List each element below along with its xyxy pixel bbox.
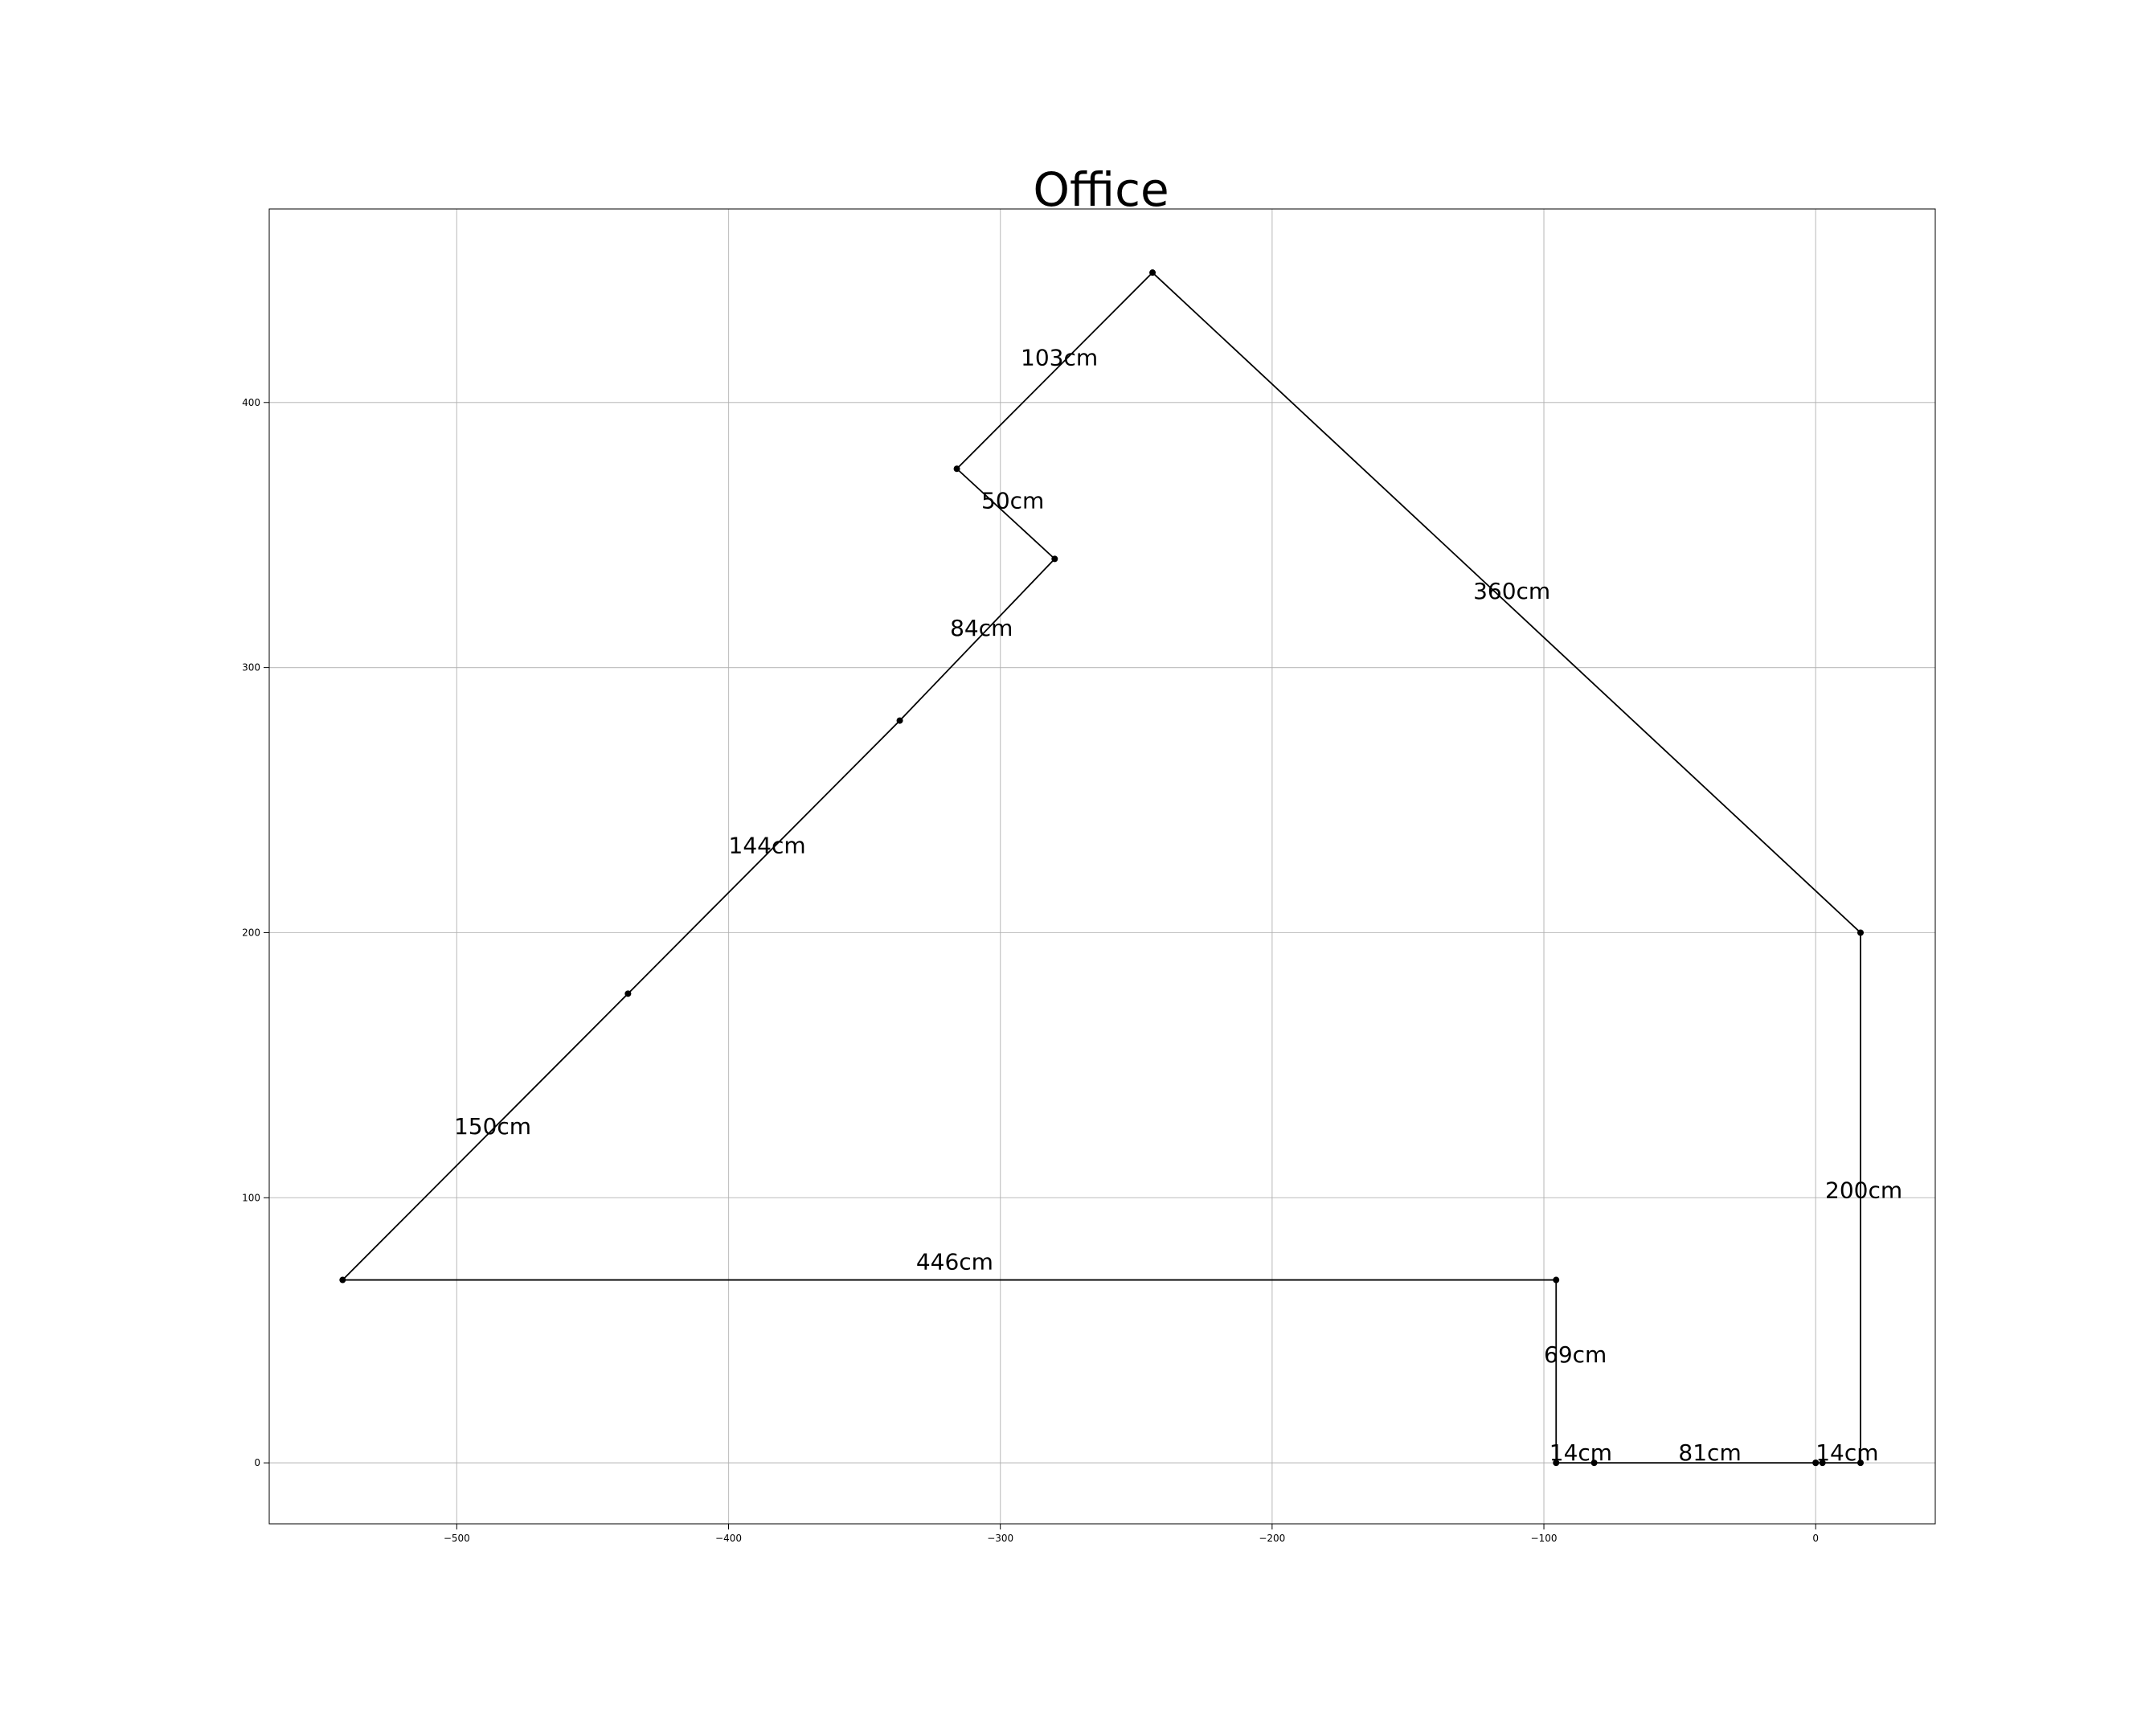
x-tick-label: −100 bbox=[1531, 1533, 1558, 1544]
vertex-point bbox=[1819, 1460, 1826, 1467]
segment-length-label: 14cm bbox=[1816, 1439, 1878, 1466]
y-tick-label: 400 bbox=[242, 397, 260, 408]
wall-segment bbox=[1152, 272, 1861, 934]
x-tick-label: 0 bbox=[1812, 1533, 1819, 1544]
y-tick-label: 0 bbox=[254, 1457, 260, 1468]
vertex-point bbox=[896, 717, 903, 724]
vertex-point bbox=[1149, 269, 1156, 276]
grid-lines bbox=[269, 209, 1935, 1524]
room-vertices bbox=[339, 269, 1865, 1467]
vertex-point bbox=[1812, 1460, 1820, 1467]
x-tick-label: −500 bbox=[444, 1533, 470, 1544]
plot-area-frame bbox=[268, 208, 1936, 1525]
wall-segment bbox=[627, 719, 901, 994]
room-outline bbox=[342, 272, 1861, 1464]
y-tick-label: 100 bbox=[242, 1192, 260, 1203]
segment-length-label: 103cm bbox=[1021, 345, 1098, 371]
segment-length-label: 200cm bbox=[1825, 1177, 1902, 1203]
segment-length-label: 50cm bbox=[981, 488, 1044, 514]
vertex-point bbox=[339, 1276, 346, 1284]
segment-length-label: 144cm bbox=[729, 833, 806, 859]
wall-segment bbox=[899, 558, 1055, 722]
vertex-point bbox=[624, 990, 632, 997]
segment-length-label: 81cm bbox=[1678, 1439, 1741, 1466]
y-tick-label: 200 bbox=[242, 927, 260, 938]
wall-segment bbox=[956, 468, 1055, 560]
vertex-point bbox=[1857, 929, 1865, 936]
segment-length-label: 446cm bbox=[916, 1248, 993, 1275]
x-tick-label: −300 bbox=[987, 1533, 1013, 1544]
segment-length-label: 360cm bbox=[1473, 578, 1550, 604]
y-tick-label: 300 bbox=[242, 662, 260, 674]
vertex-point bbox=[1857, 1460, 1865, 1467]
vertex-point bbox=[1051, 555, 1058, 563]
x-tick-label: −200 bbox=[1259, 1533, 1285, 1544]
x-tick-label: −400 bbox=[715, 1533, 742, 1544]
vertex-point bbox=[1553, 1276, 1560, 1284]
vertex-point bbox=[953, 465, 960, 473]
wall-segment bbox=[342, 993, 629, 1281]
wall-segment bbox=[956, 272, 1153, 469]
segment-length-label: 69cm bbox=[1544, 1341, 1607, 1368]
segment-length-label: 14cm bbox=[1549, 1439, 1612, 1466]
vertex-point bbox=[1590, 1460, 1598, 1467]
chart-title: Office bbox=[1033, 162, 1169, 217]
axis-ticks: −500 −400 −300 −200 −100 0 0 100 200 300 400 bbox=[242, 397, 1819, 1544]
segment-length-label: 84cm bbox=[950, 615, 1013, 641]
segment-length-labels: 14cm 200cm 360cm 103cm 50cm 84cm 144cm 150cm 446… bbox=[454, 345, 1902, 1466]
segment-length-label: 150cm bbox=[454, 1113, 531, 1140]
vertex-point bbox=[1553, 1460, 1560, 1467]
